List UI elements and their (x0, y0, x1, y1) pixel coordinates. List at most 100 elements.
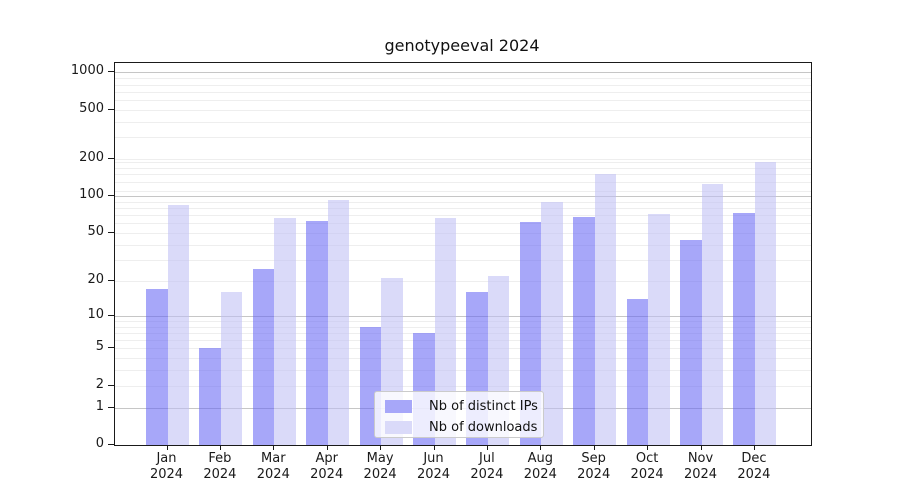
gridline-minor (115, 332, 811, 334)
bar-ips-oct (626, 298, 649, 445)
y-tick-mark (108, 71, 114, 73)
y-tick-mark (108, 158, 114, 160)
y-tick-label: 1 (95, 398, 104, 414)
x-tick-label: Jun 2024 (416, 451, 451, 482)
gridline-minor (115, 280, 811, 282)
bar-ips-dec (733, 212, 755, 445)
gridline-minor (115, 233, 811, 234)
x-tick-label: Jan 2024 (149, 451, 184, 482)
gridline-minor (115, 385, 811, 387)
y-tick-label: 1000 (70, 63, 104, 79)
x-tick-mark (593, 445, 595, 450)
x-tick-mark (273, 445, 275, 450)
bar-downloads-jun (434, 218, 456, 445)
gridline-minor (115, 320, 811, 322)
x-tick-label: Nov 2024 (683, 451, 718, 482)
gridline-minor (115, 182, 811, 184)
gridline-minor (115, 326, 811, 328)
bar-downloads-aug (541, 201, 563, 445)
gridline-major (115, 315, 811, 317)
y-tick-mark (108, 195, 114, 197)
gridline-minor (115, 191, 811, 193)
plot-area (114, 62, 812, 446)
gridline-minor (115, 109, 811, 111)
gridline-minor (115, 174, 811, 176)
gridline-minor (115, 348, 811, 350)
gridline-minor (115, 223, 811, 225)
y-tick-label: 200 (79, 150, 104, 166)
y-tick-label: 50 (87, 224, 104, 239)
gridline-minor (115, 259, 811, 261)
gridline-minor (115, 340, 811, 342)
bar-ips-apr (306, 220, 328, 445)
x-tick-label: Feb 2024 (203, 451, 237, 482)
bar-ips-sep (573, 216, 595, 445)
x-tick-mark (326, 445, 328, 450)
y-tick-label: 5 (95, 339, 104, 355)
y-tick-mark (108, 108, 114, 110)
gridline-major (115, 72, 811, 74)
gridline-minor (115, 208, 811, 210)
legend-item-downloads: Nb of downloads (385, 418, 543, 437)
x-tick-mark (486, 445, 488, 450)
legend-label-distinct-ips: Nb of distinct IPs (429, 399, 538, 414)
legend-swatch-distinct-ips (385, 400, 412, 413)
bar-ips-jan (146, 289, 168, 445)
bar-downloads-dec (754, 161, 777, 445)
bar-downloads-apr (327, 200, 350, 445)
gridline-minor (115, 84, 811, 86)
gridline-minor (115, 244, 811, 246)
x-tick-label: Dec 2024 (737, 451, 771, 482)
x-tick-mark (753, 445, 755, 450)
x-tick-mark (219, 445, 221, 450)
y-tick-label: 10 (87, 306, 104, 322)
legend: Nb of distinct IPs Nb of downloads (374, 391, 544, 438)
legend-item-distinct-ips: Nb of distinct IPs (385, 397, 543, 416)
x-tick-label: Sep 2024 (577, 451, 611, 482)
x-tick-mark (540, 445, 542, 450)
x-tick-label: Apr 2024 (310, 451, 344, 482)
y-tick-label: 2 (95, 376, 104, 392)
x-tick-mark (433, 445, 435, 450)
bar-ips-feb (199, 348, 221, 445)
y-tick-mark (108, 279, 114, 281)
bar-downloads-feb (220, 292, 243, 445)
chart-title: genotypeeval 2024 (384, 36, 540, 55)
gridline-minor (115, 201, 811, 203)
bar-downloads-mar (274, 218, 296, 445)
gridline-major (115, 196, 811, 198)
bar-ips-mar (252, 269, 275, 445)
x-tick-mark (647, 445, 649, 450)
y-tick-mark (108, 406, 114, 408)
y-tick-mark (108, 347, 114, 349)
x-tick-mark (166, 445, 168, 450)
bar-downloads-jan (167, 204, 189, 445)
gridline-minor (115, 91, 811, 93)
x-tick-label: Oct 2024 (630, 451, 664, 482)
x-tick-label: Jul 2024 (470, 451, 504, 482)
gridline-minor (115, 78, 811, 80)
x-tick-mark (700, 445, 702, 450)
x-tick-label: Mar 2024 (256, 451, 290, 482)
y-tick-mark (108, 444, 114, 445)
gridline-minor (115, 121, 811, 123)
gridline-minor (115, 215, 811, 217)
gridline-minor (115, 161, 811, 163)
bar-ips-nov (680, 239, 702, 445)
bar-downloads-nov (701, 184, 723, 445)
y-tick-mark (108, 314, 114, 316)
gridline-minor (115, 159, 811, 161)
x-tick-label: Aug 2024 (523, 451, 557, 482)
legend-swatch-downloads (385, 421, 412, 434)
y-tick-mark (108, 384, 114, 386)
x-tick-mark (380, 445, 382, 450)
gridline-minor (115, 370, 811, 372)
gridline-minor (115, 358, 811, 360)
x-tick-label: May 2024 (363, 451, 397, 482)
bar-downloads-sep (594, 173, 617, 445)
bar-downloads-oct (648, 213, 670, 445)
gridline-minor (115, 137, 811, 139)
y-tick-label: 500 (79, 100, 104, 116)
gridline-minor (115, 167, 811, 169)
